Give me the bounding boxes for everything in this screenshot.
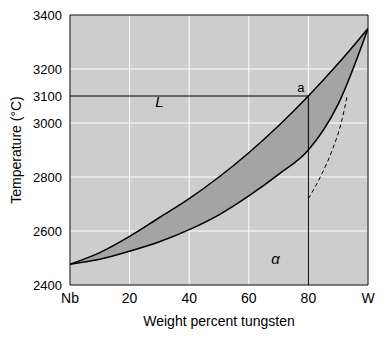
svg-text:Nb: Nb xyxy=(61,290,79,306)
svg-text:α: α xyxy=(271,250,280,267)
svg-text:60: 60 xyxy=(241,290,257,306)
svg-text:80: 80 xyxy=(301,290,317,306)
svg-text:2600: 2600 xyxy=(33,224,62,239)
svg-text:20: 20 xyxy=(122,290,138,306)
svg-text:Weight percent tungsten: Weight percent tungsten xyxy=(143,313,295,329)
svg-text:3200: 3200 xyxy=(33,62,62,77)
svg-text:3400: 3400 xyxy=(33,8,62,23)
svg-text:Temperature (°C): Temperature (°C) xyxy=(8,96,24,204)
svg-text:3000: 3000 xyxy=(33,116,62,131)
svg-text:a: a xyxy=(297,80,305,95)
svg-text:W: W xyxy=(361,290,375,306)
svg-text:2400: 2400 xyxy=(33,278,62,293)
svg-text:3100: 3100 xyxy=(33,89,62,104)
svg-text:L: L xyxy=(155,93,163,110)
svg-text:2800: 2800 xyxy=(33,170,62,185)
svg-text:40: 40 xyxy=(181,290,197,306)
